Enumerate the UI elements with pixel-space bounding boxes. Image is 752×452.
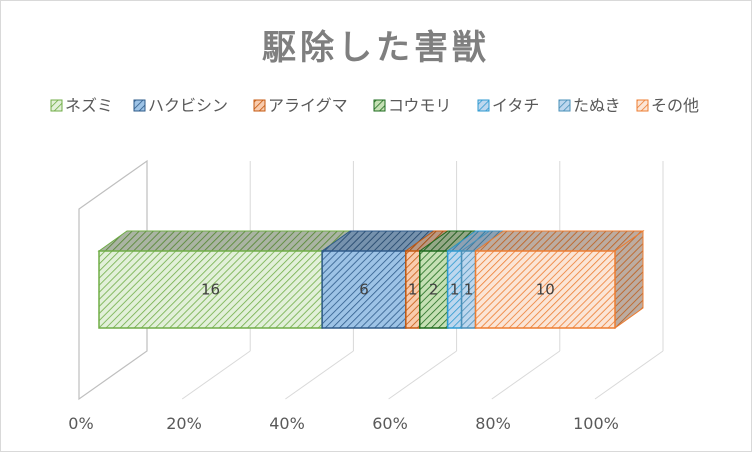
- legend-item: イタチ: [477, 96, 539, 115]
- legend-label: たぬき: [573, 96, 621, 115]
- data-label-7: 10: [536, 281, 555, 299]
- floor-line: [491, 350, 561, 400]
- legend-swatch: [636, 99, 649, 112]
- bar-segment-7: [474, 250, 616, 329]
- legend-item: コウモリ: [373, 96, 451, 115]
- x-axis-ticks: 0% 20% 40% 60% 80% 100%: [68, 414, 619, 433]
- floor-line: [594, 350, 664, 400]
- legend-label: ハクビシン: [148, 96, 228, 115]
- data-label-3: 1: [408, 281, 418, 299]
- x-tick-label: 80%: [475, 414, 511, 433]
- legend-label: コウモリ: [388, 96, 451, 115]
- legend-swatch: [373, 99, 386, 112]
- bar-top-7: [473, 230, 645, 252]
- bar-top-1: [97, 230, 352, 252]
- legend-swatch: [50, 99, 63, 112]
- data-label-4: 2: [429, 281, 439, 299]
- x-tick-label: 100%: [573, 414, 619, 433]
- legend-label: アライグマ: [268, 96, 348, 115]
- chart-title: 駆除した害獣: [262, 28, 490, 68]
- data-label-5: 1: [450, 281, 460, 299]
- legend-swatch: [253, 99, 266, 112]
- legend-item: その他: [636, 96, 699, 115]
- bar-segment-4: [419, 250, 449, 329]
- legend-item: ネズミ: [50, 96, 113, 115]
- floor-line: [388, 350, 457, 400]
- bar-segment-2: [321, 250, 407, 329]
- data-label-2: 6: [359, 281, 369, 299]
- legend-swatch: [558, 99, 571, 112]
- legend-swatch: [477, 99, 490, 112]
- legend-item: ハクビシン: [133, 96, 228, 115]
- x-tick-label: 60%: [372, 414, 408, 433]
- data-label-1: 16: [201, 281, 220, 299]
- legend-item: アライグマ: [253, 96, 348, 115]
- legend-swatch: [133, 99, 146, 112]
- floor-line: [285, 350, 354, 400]
- bar-segment-1: [98, 250, 323, 329]
- x-tick-label: 40%: [269, 414, 305, 433]
- data-label-6: 1: [464, 281, 474, 299]
- bars: [97, 230, 645, 329]
- legend-label: ネズミ: [65, 96, 113, 115]
- legend-item: たぬき: [558, 96, 621, 115]
- back-wall: [78, 159, 148, 401]
- legend: ネズミ ハクビシン アライグマ コウモリ イタチ たぬき その他: [50, 96, 699, 115]
- data-labels: 16 6 1 2 1 1 10: [201, 281, 555, 299]
- legend-label: その他: [651, 96, 699, 115]
- floor-line: [181, 350, 251, 400]
- x-tick-label: 20%: [166, 414, 202, 433]
- x-tick-label: 0%: [68, 414, 93, 433]
- legend-label: イタチ: [492, 96, 539, 115]
